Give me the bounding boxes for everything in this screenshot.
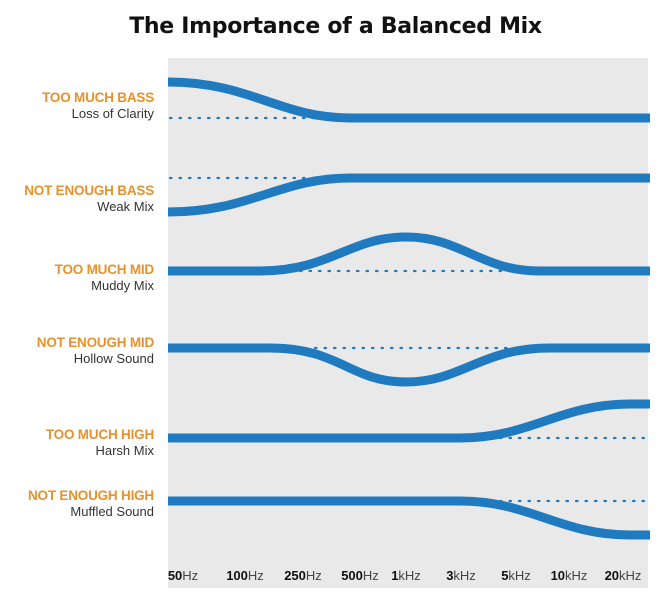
frequency-tick: 3kHz (446, 568, 476, 583)
row-heading: NOT ENOUGH HIGH (27, 488, 154, 503)
frequency-tick: 20kHz (604, 568, 642, 583)
eq-curve-high-up (168, 399, 650, 443)
row-heading: TOO MUCH BASS (42, 90, 154, 105)
row-label-not-enough-mid: NOT ENOUGH MID Hollow Sound (37, 335, 154, 367)
row-subtitle: Harsh Mix (95, 443, 154, 458)
row-heading: NOT ENOUGH MID (36, 335, 154, 350)
row-heading: NOT ENOUGH BASS (24, 183, 154, 198)
frequency-tick: 50Hz (167, 568, 199, 583)
row-subtitle: Hollow Sound (73, 351, 154, 366)
row-label-too-much-mid: TOO MUCH MID Muddy Mix (54, 262, 155, 294)
row-subtitle: Weak Mix (97, 199, 154, 214)
row-label-too-much-high: TOO MUCH HIGH Harsh Mix (46, 427, 154, 459)
row-label-not-enough-bass: NOT ENOUGH BASS Weak Mix (24, 183, 154, 215)
frequency-tick: 100Hz (226, 568, 264, 583)
row-heading: TOO MUCH HIGH (45, 427, 154, 442)
frequency-tick: 250Hz (284, 568, 322, 583)
row-subtitle: Muffled Sound (70, 504, 154, 519)
eq-curve-bass-up (167, 77, 650, 123)
frequency-tick: 10kHz (550, 568, 588, 583)
row-subtitle: Loss of Clarity (71, 106, 154, 121)
frequency-tick: 1kHz (391, 568, 421, 583)
diagram-title: The Importance of a Balanced Mix (129, 14, 542, 39)
row-label-not-enough-high: NOT ENOUGH HIGH Muffled Sound (28, 488, 154, 520)
eq-curve-bass-down (167, 173, 650, 217)
frequency-tick: 500Hz (341, 568, 379, 583)
eq-curve-high-down (168, 496, 650, 540)
eq-curve-mid-down (168, 343, 650, 387)
row-subtitle: Muddy Mix (91, 278, 154, 293)
frequency-tick: 5kHz (501, 568, 531, 583)
row-label-too-much-bass: TOO MUCH BASS Loss of Clarity (42, 90, 154, 122)
eq-curve-mid-up (168, 232, 650, 276)
row-heading: TOO MUCH MID (54, 262, 155, 277)
row-labels: TOO MUCH BASS Loss of Clarity NOT ENOUGH… (0, 0, 160, 600)
frequency-axis: 50Hz 100Hz 250Hz 500Hz 1kHz 3kHz 5kHz 10kHz 20kH… (0, 568, 671, 588)
